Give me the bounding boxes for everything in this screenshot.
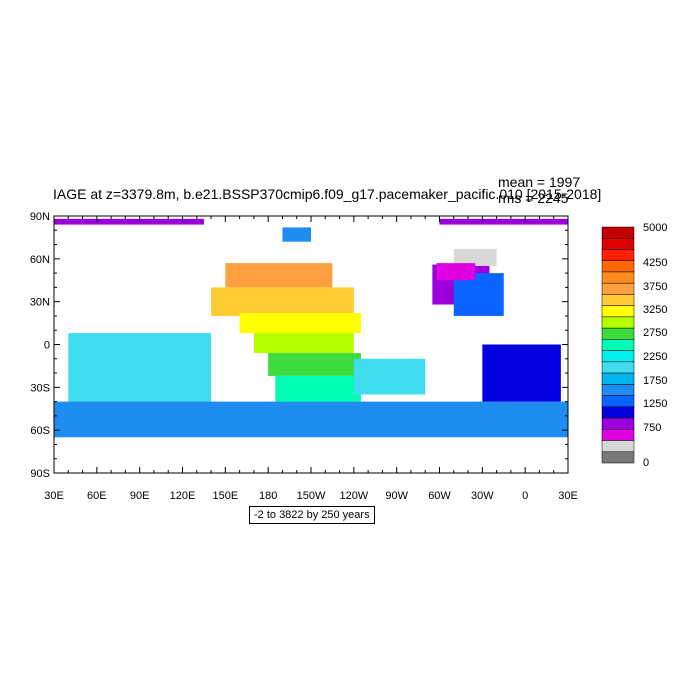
lon-tick-label: 90E: [130, 490, 150, 502]
colorbar-label: 5000: [643, 222, 667, 234]
colorbar-swatch: [601, 372, 635, 385]
colorbar-swatch: [601, 294, 635, 306]
contour-range-label: -2 to 3822 by 250 years: [249, 506, 375, 524]
mean-value: mean = 1997: [498, 174, 581, 190]
colorbar-label: 750: [643, 422, 661, 434]
ocean-region-14: [482, 344, 561, 402]
map-fill-layer: [54, 218, 568, 438]
ocean-region-11: [54, 401, 568, 438]
colorbar: 5000 4250 3750 3250 2750 2250 1750 1250 750 0: [601, 222, 667, 469]
colorbar-label: 2750: [643, 327, 667, 339]
ocean-region-9: [68, 333, 212, 405]
lat-tick-label: 90N: [30, 211, 50, 223]
colorbar-swatch: [601, 350, 635, 363]
colorbar-swatch: [601, 249, 635, 261]
colorbar-swatch: [601, 305, 635, 318]
colorbar-swatch: [601, 260, 635, 273]
colorbar-label: 1750: [643, 375, 667, 387]
lon-tick-label: 30E: [44, 490, 64, 502]
colorbar-label: 4250: [643, 257, 667, 269]
colorbar-swatch: [601, 316, 635, 329]
lat-tick-label: 0: [44, 340, 50, 352]
lon-tick-label: 30E: [558, 490, 578, 502]
lon-tick-label: 180: [259, 490, 277, 502]
colorbar-swatch: [601, 361, 635, 374]
ocean-region-1: [439, 218, 568, 225]
lon-tick-label: 0: [522, 490, 528, 502]
colorbar-swatch: [601, 339, 635, 351]
colorbar-swatch: [601, 417, 635, 430]
lon-tick-label: 60E: [87, 490, 107, 502]
lon-tick-label: 30W: [471, 490, 494, 502]
plot-title: IAGE at z=3379.8m, b.e21.BSSP370cmip6.f0…: [53, 186, 602, 202]
lon-tick-label: 120W: [339, 490, 368, 502]
ocean-region-10: [353, 358, 426, 395]
colorbar-label: 1250: [643, 398, 667, 410]
ocean-region-8: [275, 375, 361, 402]
colorbar-swatch: [601, 237, 635, 250]
lat-tick-label: 30N: [30, 297, 50, 309]
colorbar-swatch: [601, 226, 635, 239]
lon-tick-label: 60W: [428, 490, 451, 502]
lat-tick-label: 90S: [30, 468, 50, 480]
ocean-region-4: [211, 287, 354, 316]
lat-tick-label: 30S: [30, 382, 50, 394]
colorbar-swatch: [601, 384, 635, 396]
colorbar-label: 3750: [643, 281, 667, 293]
colorbar-swatch: [601, 429, 635, 441]
colorbar-swatch: [601, 451, 635, 464]
colorbar-swatch: [601, 327, 635, 340]
lat-tick-label: 60S: [30, 425, 50, 437]
colorbar-swatch: [601, 282, 635, 295]
ocean-region-16: [436, 263, 476, 281]
colorbar-swatch: [601, 440, 635, 453]
lon-tick-label: 90W: [385, 490, 408, 502]
colorbar-swatch: [601, 395, 635, 408]
ocean-region-0: [54, 218, 204, 225]
ocean-region-3: [225, 263, 333, 288]
colorbar-swatch: [601, 271, 635, 284]
colorbar-label: 2250: [643, 351, 667, 363]
lon-tick-label: 150W: [297, 490, 326, 502]
lat-tick-label: 60N: [30, 254, 50, 266]
axis-ticks: 30E 60E 90E 120E 150E 180 150W 120W 90W 60W 30W 0 30…: [30, 211, 578, 502]
ocean-region-2: [282, 227, 311, 242]
lon-tick-label: 120E: [170, 490, 196, 502]
ocean-region-15: [453, 248, 497, 266]
lon-tick-label: 150E: [212, 490, 238, 502]
colorbar-swatch: [601, 406, 635, 419]
colorbar-label: 3250: [643, 304, 667, 316]
colorbar-label: 0: [643, 457, 649, 469]
ocean-region-6: [253, 333, 354, 354]
ocean-region-5: [239, 313, 361, 334]
ocean-region-7: [268, 353, 361, 376]
rms-value: rms = 2245: [498, 190, 569, 206]
